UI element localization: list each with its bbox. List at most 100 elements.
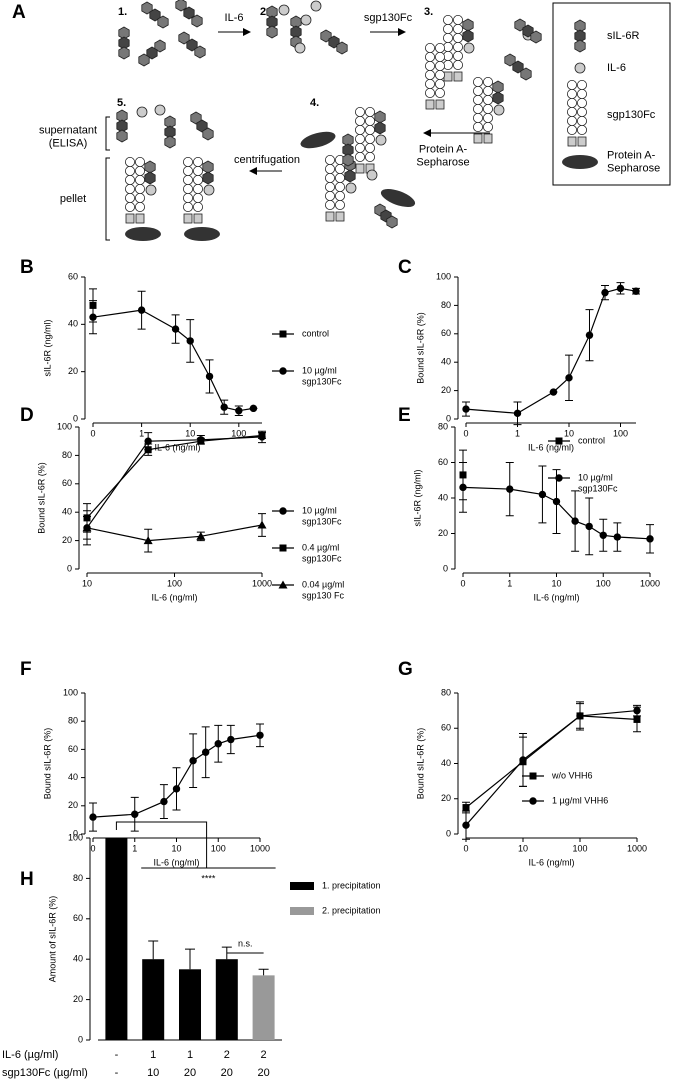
fc-domain	[483, 133, 493, 144]
marker	[186, 337, 194, 345]
marker	[256, 731, 264, 739]
legend-marker	[279, 507, 287, 515]
legend-label: sIL-6R	[607, 30, 639, 42]
step-label: 2.	[260, 6, 269, 18]
sgp130-domain	[324, 172, 335, 183]
protein-a	[300, 131, 336, 149]
y-tick-label: 80	[438, 421, 448, 431]
legend-label: 10 µg/ml sgp130Fc	[578, 473, 618, 494]
bar	[142, 959, 165, 1040]
sgp130-domain	[125, 165, 136, 176]
panel-letter: C	[398, 257, 412, 278]
marker	[549, 388, 558, 396]
marker	[506, 485, 514, 493]
receptor-domain	[183, 6, 195, 20]
il6	[366, 169, 378, 181]
receptor-domain	[202, 127, 214, 141]
sgp130-domain	[452, 51, 463, 62]
y-tick-label: 80	[68, 716, 78, 726]
sgp130-domain	[334, 190, 345, 201]
marker	[616, 284, 625, 293]
category-label: 20	[184, 1067, 196, 1079]
sgp130-domain	[442, 33, 453, 44]
receptor-domain	[202, 160, 214, 174]
receptor-domain	[266, 25, 278, 39]
x-tick-label: 100	[211, 843, 226, 853]
sgp130-domain	[452, 23, 463, 34]
sgp130-domain	[442, 23, 453, 34]
receptor-domain	[141, 1, 153, 15]
sgp130-domain	[424, 61, 435, 72]
legend-box	[552, 2, 671, 186]
sgp130-domain	[192, 201, 203, 212]
marker	[633, 706, 641, 715]
receptor-domain	[462, 18, 474, 32]
x-tick-label: 100	[613, 428, 628, 438]
step-label: 3.	[424, 6, 433, 18]
receptor-domain	[144, 160, 156, 174]
marker	[89, 313, 97, 321]
fc-domain	[453, 71, 463, 82]
sgp130-domain	[182, 201, 193, 212]
sgp130-domain	[324, 163, 335, 174]
marker	[214, 740, 222, 748]
sgp130-domain	[354, 151, 365, 162]
x-tick-label: 0	[460, 578, 465, 588]
fc-domain	[425, 99, 435, 110]
legend-marker	[555, 474, 563, 482]
sgp130-domain	[182, 192, 193, 203]
sgp130-domain	[354, 142, 365, 153]
protein-a	[562, 155, 598, 169]
x-tick-label: 1000	[640, 578, 660, 588]
y-tick-label: 0	[73, 413, 78, 423]
marker	[258, 432, 266, 440]
marker	[131, 810, 139, 818]
row-label: sgp130Fc (µg/ml)	[2, 1067, 88, 1079]
marker	[459, 483, 467, 492]
receptor-domain	[138, 53, 150, 67]
sgp130-domain	[134, 183, 145, 194]
x-tick-label: 1000	[627, 843, 647, 853]
fc-domain	[335, 211, 345, 222]
sgp130-domain	[364, 142, 375, 153]
sgp130-domain	[472, 122, 483, 133]
y-tick-label: 100	[57, 421, 72, 431]
y-tick-label: 80	[73, 873, 83, 883]
x-tick-label: 1	[139, 428, 144, 438]
y-tick-label: 40	[62, 507, 72, 517]
sgp130-domain	[442, 14, 453, 25]
x-tick-label: 100	[167, 578, 182, 588]
arrow-label: sgp130Fc	[364, 12, 413, 24]
sgp130-domain	[364, 116, 375, 127]
receptor-domain	[374, 110, 386, 124]
legend-label: Protein A-Sepharose	[607, 149, 660, 174]
sgp130-domain	[334, 181, 345, 192]
receptor-domain	[462, 29, 474, 43]
il6	[375, 134, 387, 146]
sgp130-domain	[577, 80, 588, 91]
fc-domain	[125, 213, 135, 224]
receptor-domain	[520, 67, 532, 81]
error-bar	[185, 948, 195, 970]
y-tick-label: 60	[441, 723, 451, 733]
x-tick-label: 10	[171, 843, 181, 853]
y-tick-label: 100	[63, 687, 78, 697]
y-tick-label: 0	[73, 828, 78, 838]
marker	[585, 522, 593, 531]
marker	[462, 405, 470, 413]
sgp130-domain	[424, 52, 435, 63]
sgp130-domain	[452, 60, 463, 71]
legend-label: 1 µg/ml VHH6	[552, 795, 608, 805]
sgp130-domain	[567, 89, 578, 100]
fraction-label: pellet	[60, 193, 86, 205]
protein-a	[125, 227, 161, 241]
legend-marker	[278, 580, 288, 589]
sgp130-domain	[482, 104, 493, 115]
y-tick-label: 80	[441, 687, 451, 697]
y-tick-label: 40	[441, 758, 451, 768]
sgp130-domain	[567, 125, 578, 136]
sgp130-domain	[125, 201, 136, 212]
receptor-domain	[157, 15, 169, 29]
receptor-domain	[336, 41, 348, 55]
y-tick-label: 60	[441, 328, 451, 338]
